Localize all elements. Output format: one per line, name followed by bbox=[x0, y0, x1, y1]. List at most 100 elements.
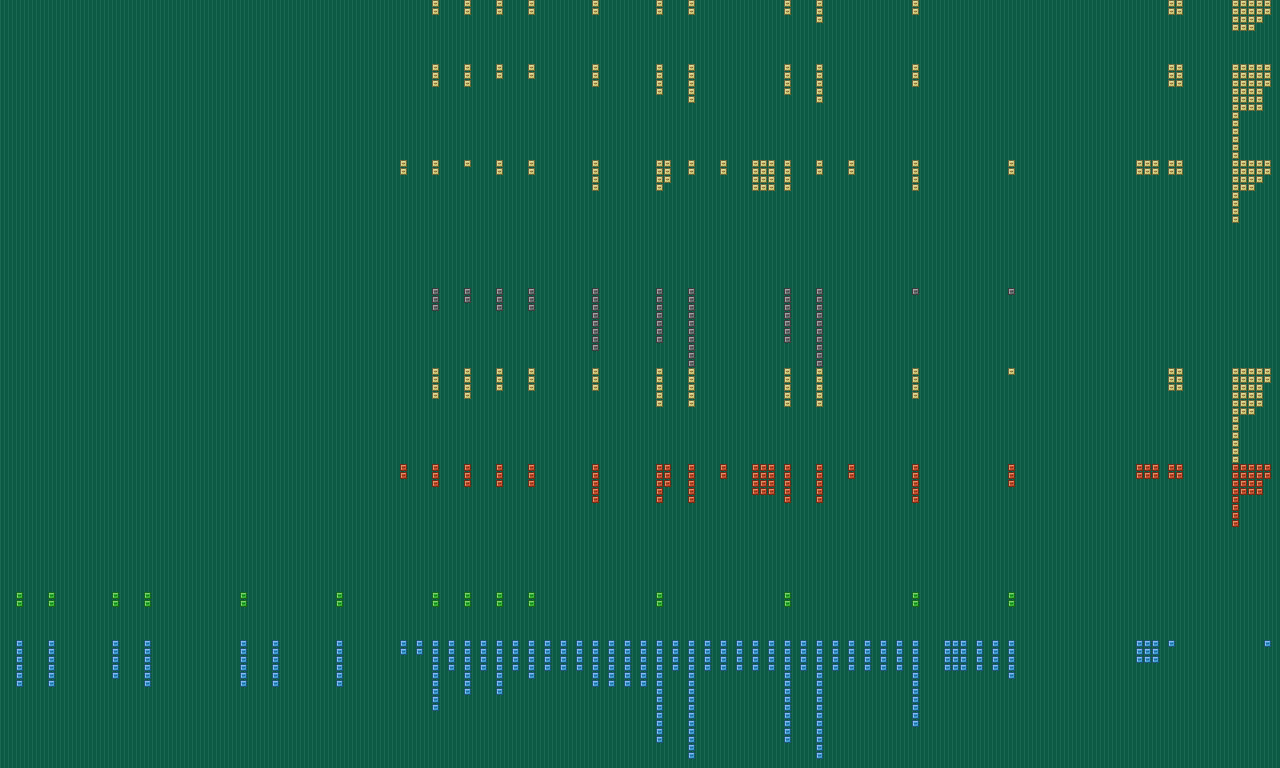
blue-tile[interactable] bbox=[952, 640, 959, 647]
blue-tile[interactable] bbox=[720, 664, 727, 671]
blue-tile[interactable] bbox=[576, 664, 583, 671]
blue-tile[interactable] bbox=[144, 680, 151, 687]
yellow-tile[interactable] bbox=[1240, 16, 1247, 23]
blue-tile[interactable] bbox=[240, 680, 247, 687]
blue-tile[interactable] bbox=[112, 672, 119, 679]
yellow-tile[interactable] bbox=[1232, 160, 1239, 167]
blue-tile[interactable] bbox=[688, 640, 695, 647]
orange-tile[interactable] bbox=[816, 488, 823, 495]
yellow-tile[interactable] bbox=[496, 160, 503, 167]
blue-tile[interactable] bbox=[592, 656, 599, 663]
yellow-tile[interactable] bbox=[528, 8, 535, 15]
yellow-tile[interactable] bbox=[1168, 168, 1175, 175]
blue-tile[interactable] bbox=[240, 640, 247, 647]
yellow-tile[interactable] bbox=[1136, 168, 1143, 175]
blue-tile[interactable] bbox=[656, 672, 663, 679]
yellow-tile[interactable] bbox=[784, 80, 791, 87]
blue-tile[interactable] bbox=[672, 640, 679, 647]
blue-tile[interactable] bbox=[704, 640, 711, 647]
yellow-tile[interactable] bbox=[1008, 168, 1015, 175]
green-tile[interactable] bbox=[16, 592, 23, 599]
yellow-tile[interactable] bbox=[1240, 80, 1247, 87]
blue-tile[interactable] bbox=[496, 680, 503, 687]
gray-tile[interactable] bbox=[432, 304, 439, 311]
yellow-tile[interactable] bbox=[1232, 136, 1239, 143]
yellow-tile[interactable] bbox=[1176, 80, 1183, 87]
yellow-tile[interactable] bbox=[496, 8, 503, 15]
orange-tile[interactable] bbox=[720, 472, 727, 479]
blue-tile[interactable] bbox=[16, 680, 23, 687]
yellow-tile[interactable] bbox=[1152, 160, 1159, 167]
yellow-tile[interactable] bbox=[1232, 152, 1239, 159]
blue-tile[interactable] bbox=[976, 664, 983, 671]
blue-tile[interactable] bbox=[608, 672, 615, 679]
blue-tile[interactable] bbox=[464, 688, 471, 695]
gray-tile[interactable] bbox=[784, 328, 791, 335]
yellow-tile[interactable] bbox=[1256, 392, 1263, 399]
blue-tile[interactable] bbox=[624, 648, 631, 655]
yellow-tile[interactable] bbox=[1232, 80, 1239, 87]
green-tile[interactable] bbox=[48, 592, 55, 599]
blue-tile[interactable] bbox=[1008, 656, 1015, 663]
yellow-tile[interactable] bbox=[1168, 8, 1175, 15]
blue-tile[interactable] bbox=[784, 720, 791, 727]
yellow-tile[interactable] bbox=[1232, 408, 1239, 415]
yellow-tile[interactable] bbox=[1176, 160, 1183, 167]
gray-tile[interactable] bbox=[432, 296, 439, 303]
yellow-tile[interactable] bbox=[528, 0, 535, 7]
blue-tile[interactable] bbox=[864, 648, 871, 655]
orange-tile[interactable] bbox=[752, 464, 759, 471]
orange-tile[interactable] bbox=[592, 472, 599, 479]
green-tile[interactable] bbox=[496, 600, 503, 607]
blue-tile[interactable] bbox=[144, 672, 151, 679]
yellow-tile[interactable] bbox=[464, 392, 471, 399]
blue-tile[interactable] bbox=[912, 640, 919, 647]
blue-tile[interactable] bbox=[464, 680, 471, 687]
yellow-tile[interactable] bbox=[464, 160, 471, 167]
blue-tile[interactable] bbox=[672, 664, 679, 671]
orange-tile[interactable] bbox=[592, 496, 599, 503]
gray-tile[interactable] bbox=[688, 344, 695, 351]
yellow-tile[interactable] bbox=[1232, 184, 1239, 191]
blue-tile[interactable] bbox=[336, 656, 343, 663]
yellow-tile[interactable] bbox=[752, 168, 759, 175]
blue-tile[interactable] bbox=[608, 680, 615, 687]
yellow-tile[interactable] bbox=[496, 384, 503, 391]
orange-tile[interactable] bbox=[664, 480, 671, 487]
blue-tile[interactable] bbox=[912, 648, 919, 655]
blue-tile[interactable] bbox=[336, 672, 343, 679]
blue-tile[interactable] bbox=[784, 640, 791, 647]
blue-tile[interactable] bbox=[688, 728, 695, 735]
blue-tile[interactable] bbox=[448, 648, 455, 655]
yellow-tile[interactable] bbox=[1168, 80, 1175, 87]
orange-tile[interactable] bbox=[1248, 464, 1255, 471]
yellow-tile[interactable] bbox=[1240, 64, 1247, 71]
yellow-tile[interactable] bbox=[912, 368, 919, 375]
yellow-tile[interactable] bbox=[1240, 104, 1247, 111]
gray-tile[interactable] bbox=[816, 344, 823, 351]
blue-tile[interactable] bbox=[656, 664, 663, 671]
blue-tile[interactable] bbox=[880, 640, 887, 647]
blue-tile[interactable] bbox=[768, 648, 775, 655]
yellow-tile[interactable] bbox=[592, 80, 599, 87]
blue-tile[interactable] bbox=[240, 672, 247, 679]
blue-tile[interactable] bbox=[912, 664, 919, 671]
gray-tile[interactable] bbox=[784, 320, 791, 327]
gray-tile[interactable] bbox=[464, 288, 471, 295]
yellow-tile[interactable] bbox=[784, 168, 791, 175]
orange-tile[interactable] bbox=[592, 480, 599, 487]
gray-tile[interactable] bbox=[656, 320, 663, 327]
yellow-tile[interactable] bbox=[1152, 168, 1159, 175]
yellow-tile[interactable] bbox=[1248, 24, 1255, 31]
blue-tile[interactable] bbox=[560, 664, 567, 671]
yellow-tile[interactable] bbox=[816, 16, 823, 23]
blue-tile[interactable] bbox=[720, 648, 727, 655]
blue-tile[interactable] bbox=[112, 664, 119, 671]
blue-tile[interactable] bbox=[880, 664, 887, 671]
blue-tile[interactable] bbox=[656, 720, 663, 727]
yellow-tile[interactable] bbox=[1256, 160, 1263, 167]
gray-tile[interactable] bbox=[528, 296, 535, 303]
gray-tile[interactable] bbox=[496, 304, 503, 311]
yellow-tile[interactable] bbox=[1144, 168, 1151, 175]
blue-tile[interactable] bbox=[944, 640, 951, 647]
